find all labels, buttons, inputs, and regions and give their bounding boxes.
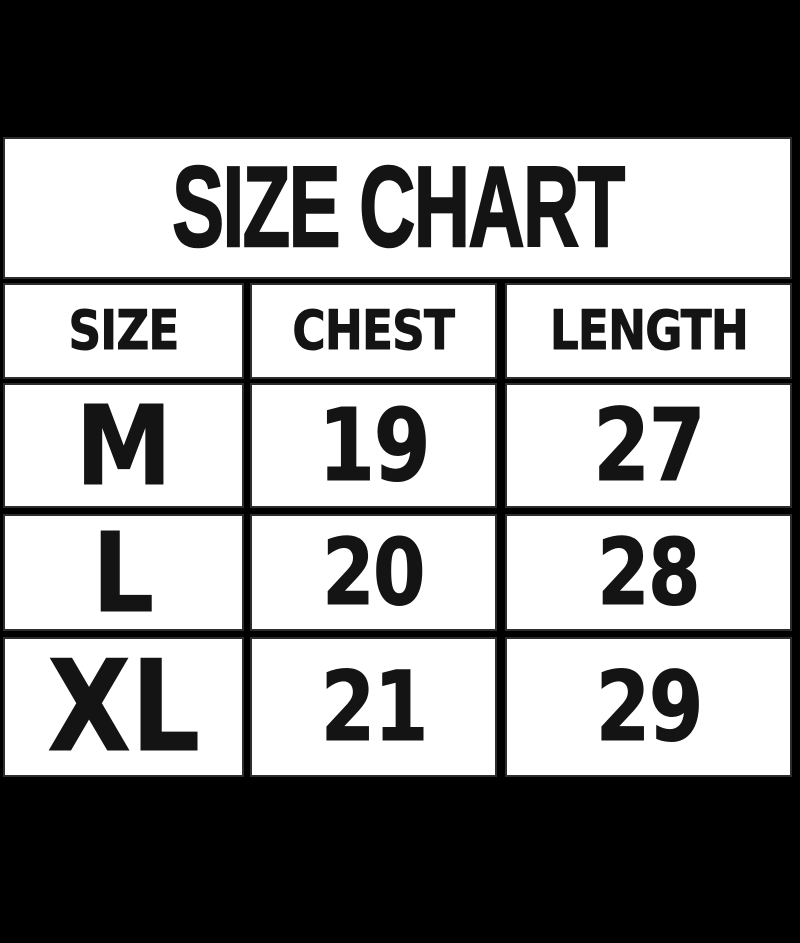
chart-title-cell: SIZE CHART bbox=[5, 139, 790, 277]
cell-length-xl: 29 bbox=[507, 639, 790, 775]
cell-size-l: L bbox=[5, 516, 242, 629]
table-row-m: M 19 27 bbox=[5, 385, 790, 506]
cell-size-m: M bbox=[5, 385, 242, 506]
size-value: M bbox=[75, 385, 172, 506]
chart-title: SIZE CHART bbox=[171, 144, 626, 271]
cell-chest-xl: 21 bbox=[252, 639, 495, 775]
column-header-size-label: SIZE bbox=[68, 299, 180, 362]
size-value: L bbox=[92, 516, 155, 629]
length-value: 29 bbox=[595, 651, 704, 763]
cell-length-l: 28 bbox=[507, 516, 790, 629]
cell-chest-m: 19 bbox=[252, 385, 495, 506]
column-header-size: SIZE bbox=[5, 285, 242, 377]
table-row-l: L 20 28 bbox=[5, 516, 790, 629]
chest-value: 20 bbox=[322, 518, 426, 626]
column-header-length: LENGTH bbox=[507, 285, 790, 377]
header-row: SIZE CHEST LENGTH bbox=[5, 285, 790, 377]
column-header-chest-label: CHEST bbox=[292, 299, 455, 362]
length-value: 27 bbox=[593, 386, 706, 504]
table-row-xl: XL 21 29 bbox=[5, 639, 790, 775]
size-chart-table: SIZE CHART SIZE CHEST LENGTH M 19 27 bbox=[5, 139, 790, 775]
cell-chest-l: 20 bbox=[252, 516, 495, 629]
column-header-chest: CHEST bbox=[252, 285, 495, 377]
size-value: XL bbox=[47, 639, 200, 775]
column-header-length-label: LENGTH bbox=[549, 299, 749, 362]
cell-length-m: 27 bbox=[507, 385, 790, 506]
cell-size-xl: XL bbox=[5, 639, 242, 775]
chest-value: 21 bbox=[320, 651, 429, 763]
length-value: 28 bbox=[597, 518, 701, 626]
chest-value: 19 bbox=[318, 386, 431, 504]
